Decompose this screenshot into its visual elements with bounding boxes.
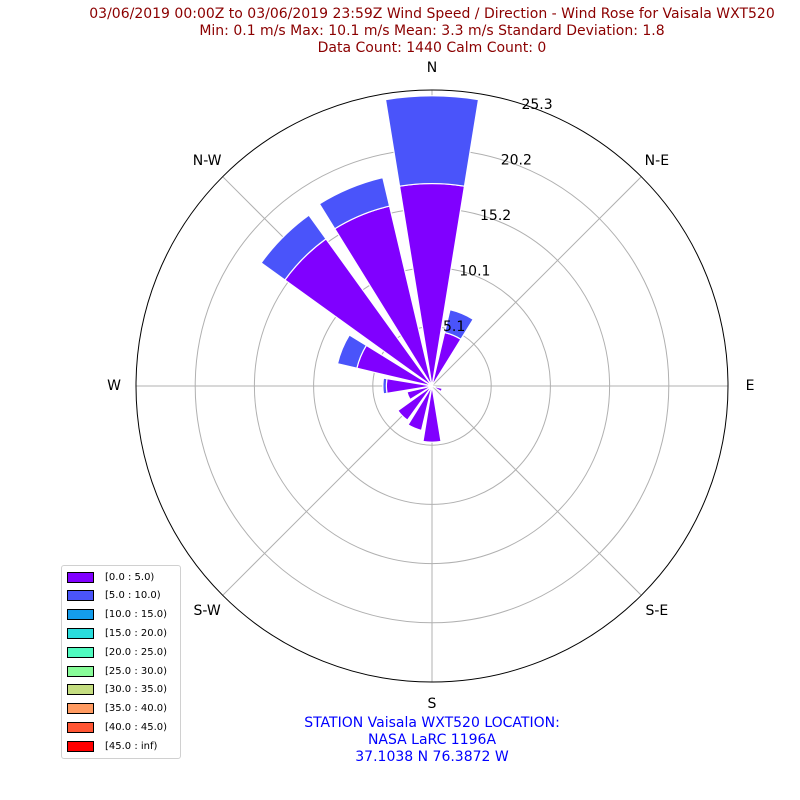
legend-swatch: [67, 590, 94, 602]
legend-item: [30.0 : 35.0): [67, 682, 167, 698]
station-info: STATION Vaisala WXT520 LOCATION: NASA La…: [232, 715, 632, 766]
legend-label: [45.0 : inf): [105, 740, 158, 752]
station-line-1: STATION Vaisala WXT520 LOCATION:: [304, 715, 560, 731]
direction-label: W: [107, 378, 121, 394]
direction-label: N: [427, 60, 437, 76]
legend-label: [10.0 : 15.0): [105, 609, 168, 621]
legend-item: [35.0 : 40.0): [67, 701, 167, 717]
legend-label: [40.0 : 45.0): [105, 721, 168, 733]
station-line-3: 37.1038 N 76.3872 W: [355, 749, 509, 765]
wind-bar: [382, 377, 388, 395]
legend-item: [10.0 : 15.0): [67, 607, 167, 623]
direction-label: N-E: [645, 153, 669, 169]
wind-bar: [384, 95, 480, 187]
wind-bar: [422, 385, 442, 443]
legend-swatch: [67, 684, 94, 696]
legend-label: [30.0 : 35.0): [105, 684, 168, 696]
legend-swatch: [67, 740, 94, 752]
radial-tick-label: 10.1: [459, 263, 490, 279]
chart-title: 03/06/2019 00:00Z to 03/06/2019 23:59Z W…: [0, 6, 800, 57]
direction-label: N-W: [193, 153, 222, 169]
radial-tick-label: 25.3: [521, 97, 552, 113]
wind-bar: [260, 214, 327, 281]
wind-bar: [336, 334, 368, 369]
title-line-1: 03/06/2019 00:00Z to 03/06/2019 23:59Z W…: [89, 6, 775, 22]
grid-spoke: [222, 385, 433, 596]
legend-item: [20.0 : 25.0): [67, 644, 167, 660]
legend-swatch: [67, 609, 94, 621]
direction-label: S-W: [194, 603, 221, 619]
outer-frame: [135, 89, 729, 683]
speed-legend: [0.0 : 5.0) [5.0 : 10.0) [10.0 : 15.0) [15.…: [61, 565, 181, 759]
wind-bar: [443, 308, 475, 341]
title-line-2: Min: 0.1 m/s Max: 10.1 m/s Mean: 3.3 m/s…: [199, 23, 665, 39]
legend-label: [5.0 : 10.0): [105, 590, 161, 602]
wind-bar: [431, 385, 443, 393]
radial-tick-label: 20.2: [501, 152, 532, 168]
legend-item: [5.0 : 10.0): [67, 588, 161, 604]
wind-bar: [406, 385, 433, 401]
wind-bar: [396, 385, 433, 422]
wind-bars: [260, 95, 480, 443]
legend-swatch: [67, 721, 94, 733]
title-line-3: Data Count: 1440 Calm Count: 0: [317, 40, 547, 56]
direction-label: S-E: [645, 603, 668, 619]
legend-label: [20.0 : 25.0): [105, 646, 168, 658]
direction-label: E: [746, 378, 755, 394]
legend-item: [0.0 : 5.0): [67, 569, 154, 585]
legend-swatch: [67, 665, 94, 677]
legend-swatch: [67, 627, 94, 639]
legend-swatch: [67, 703, 94, 715]
legend-item: [45.0 : inf): [67, 738, 157, 754]
legend-label: [0.0 : 5.0): [105, 571, 155, 583]
radial-tick-label: 15.2: [480, 208, 511, 224]
legend-label: [25.0 : 30.0): [105, 665, 168, 677]
station-line-2: NASA LaRC 1196A: [367, 732, 497, 748]
chart-labels: N N-E E S-E S S-W W N-W 5.1 10.1 15.2 20.2 25.3: [107, 60, 754, 712]
legend-swatch: [67, 571, 94, 583]
legend-item: [15.0 : 20.0): [67, 625, 167, 641]
grid-spoke: [431, 176, 642, 387]
direction-label: S: [428, 696, 437, 712]
legend-label: [35.0 : 40.0): [105, 703, 168, 715]
wind-bar: [318, 176, 391, 230]
legend-swatch: [67, 646, 94, 658]
radial-tick-label: 5.1: [443, 319, 465, 335]
legend-item: [25.0 : 30.0): [67, 663, 167, 679]
legend-item: [40.0 : 45.0): [67, 719, 167, 735]
wind-bar: [407, 385, 433, 432]
grid-spoke: [431, 385, 642, 596]
legend-label: [15.0 : 20.0): [105, 627, 168, 639]
